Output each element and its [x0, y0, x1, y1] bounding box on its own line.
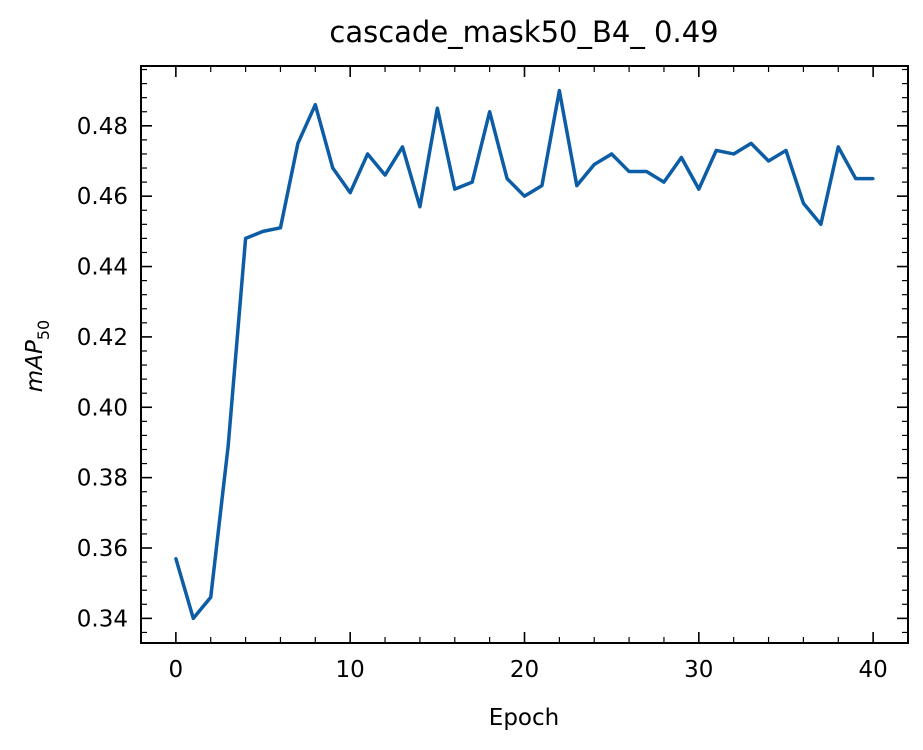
x-tick-label: 10 — [336, 657, 365, 683]
data-point — [679, 155, 683, 159]
data-point — [244, 236, 248, 240]
data-point — [819, 222, 823, 226]
series-layer — [174, 88, 875, 621]
data-point — [767, 159, 771, 163]
data-point — [784, 148, 788, 152]
data-point — [575, 184, 579, 188]
data-point — [540, 184, 544, 188]
x-tick-label: 30 — [684, 657, 713, 683]
data-point — [801, 201, 805, 205]
data-point — [470, 180, 474, 184]
y-tick-label: 0.38 — [77, 466, 128, 492]
y-axis-label-subscript: 50 — [34, 320, 53, 340]
data-point — [400, 145, 404, 149]
y-tick-label: 0.34 — [77, 606, 128, 632]
plot-frame — [140, 65, 909, 644]
data-point — [714, 148, 718, 152]
data-point — [366, 152, 370, 156]
series-line — [174, 88, 874, 621]
data-point — [871, 177, 875, 181]
x-tick-label: 20 — [510, 657, 539, 683]
x-tick-label: 0 — [169, 657, 184, 683]
data-point — [488, 110, 492, 114]
data-point — [732, 152, 736, 156]
data-point — [313, 103, 317, 107]
data-point — [627, 170, 631, 174]
ticks-layer — [141, 66, 908, 643]
y-tick-label: 0.36 — [77, 536, 128, 562]
data-point — [523, 194, 526, 198]
y-axis-label-main: mAP — [22, 340, 48, 392]
data-point — [854, 177, 858, 181]
y-tick-label: 0.46 — [77, 184, 128, 210]
data-point — [278, 226, 282, 230]
x-tick-label: 40 — [858, 657, 887, 683]
data-point — [296, 141, 300, 145]
chart-title: cascade_mask50_B4_ 0.49 — [329, 15, 718, 49]
data-point — [836, 145, 840, 149]
data-point — [662, 180, 666, 184]
y-tick-label: 0.44 — [77, 255, 128, 281]
data-point — [505, 177, 509, 181]
x-axis-label: Epoch — [489, 705, 559, 731]
y-tick-label: 0.40 — [77, 395, 128, 421]
data-point — [174, 557, 178, 561]
y-axis-label: mAP50 — [22, 320, 53, 392]
tick-labels-layer: 0 10 20 30 40 0.34 0.36 0.38 0.40 0.42 0.44 0.46 0.4… — [77, 114, 888, 683]
data-point — [383, 173, 387, 177]
data-point — [435, 106, 439, 110]
data-point — [749, 141, 753, 145]
data-point — [697, 187, 701, 191]
data-point — [557, 89, 561, 93]
data-point — [209, 595, 213, 599]
data-point — [610, 152, 614, 156]
data-point — [592, 163, 596, 167]
data-point — [331, 166, 335, 170]
y-tick-label: 0.42 — [77, 325, 128, 351]
data-point — [261, 229, 265, 233]
data-point — [645, 170, 649, 174]
data-point — [348, 191, 352, 195]
data-point — [418, 205, 422, 209]
y-tick-label: 0.48 — [77, 114, 128, 140]
data-point — [226, 444, 230, 448]
data-point — [191, 616, 195, 620]
data-point — [453, 187, 457, 191]
